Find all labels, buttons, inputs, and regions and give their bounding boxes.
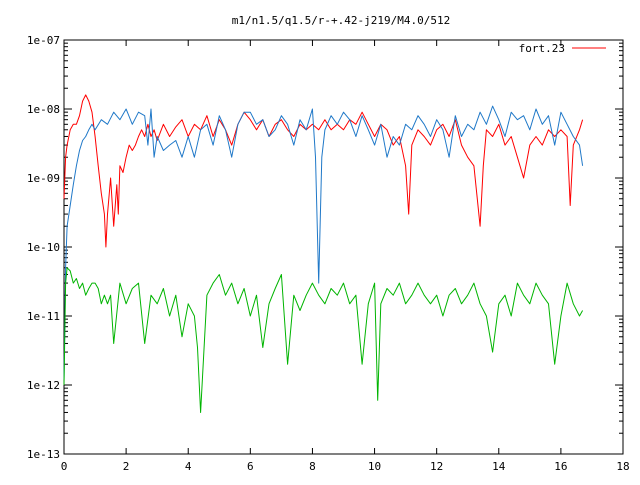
x-tick-label: 8 [309, 460, 316, 473]
y-tick-label: 1e-11 [27, 310, 60, 323]
x-tick-label: 6 [247, 460, 254, 473]
x-tick-label: 10 [368, 460, 381, 473]
axes: 0 2 4 6 8 10 12 14 16 18 1e-13 1e-12 1e-11 1e-10 1e-09… [27, 34, 630, 473]
legend: fort.23 [519, 42, 606, 55]
x-tick-label: 12 [430, 460, 443, 473]
x-tick-label: 0 [61, 460, 68, 473]
x-tick-label: 14 [492, 460, 506, 473]
legend-label: fort.23 [519, 42, 565, 55]
chart-title: m1/n1.5/q1.5/r-+.42-j219/M4.0/512 [232, 14, 451, 27]
series-layer [63, 94, 584, 413]
x-tick-label: 18 [616, 460, 629, 473]
y-tick-label: 1e-08 [27, 103, 60, 116]
series-line-1 [63, 94, 584, 248]
y-tick-label: 1e-09 [27, 172, 60, 185]
x-tick-label: 16 [554, 460, 567, 473]
x-tick-label: 2 [123, 460, 130, 473]
y-tick-label: 1e-12 [27, 379, 60, 392]
y-tick-label: 1e-10 [27, 241, 60, 254]
series-line-3 [63, 267, 584, 413]
x-tick-label: 4 [185, 460, 192, 473]
plot-frame [63, 39, 624, 455]
series-line-2 [63, 105, 584, 380]
y-tick-label: 1e-13 [27, 448, 60, 461]
y-tick-label: 1e-07 [27, 34, 60, 47]
